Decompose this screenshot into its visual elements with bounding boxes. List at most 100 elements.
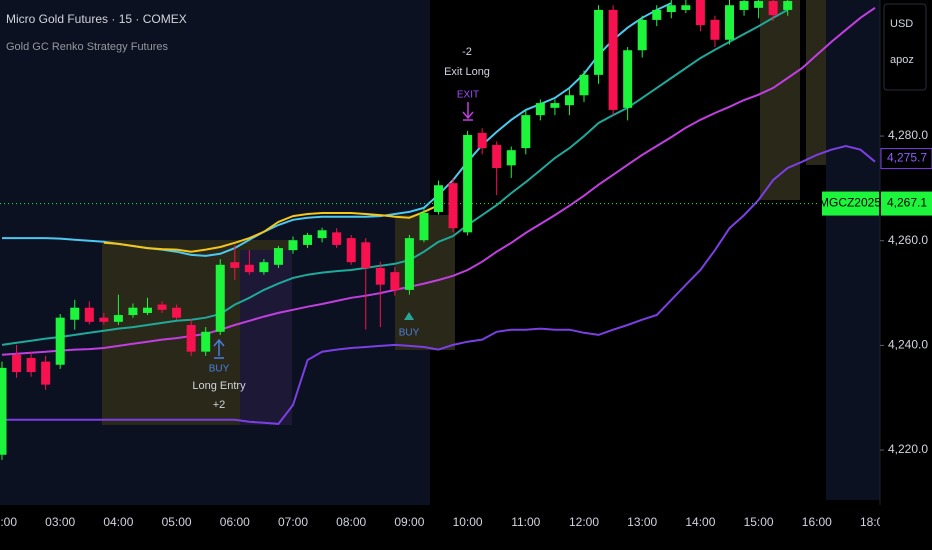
x-tick-label: 09:00 (394, 515, 424, 529)
price-scale-background (880, 0, 932, 550)
candle-body (157, 304, 167, 310)
price-scale: USD apoz (879, 0, 932, 550)
x-tick-label: 14:00 (685, 515, 715, 529)
candle-body (186, 324, 196, 352)
candle-body (506, 150, 516, 166)
buy-signal: BUY (209, 364, 230, 375)
x-tick-label: 02:00 (0, 515, 17, 529)
last-price-tag (881, 191, 932, 216)
trend-zone (760, 0, 800, 200)
x-tick-label: 16:00 (802, 515, 832, 529)
x-tick-label: 15:00 (744, 515, 774, 529)
x-tick-label: 08:00 (336, 515, 366, 529)
candle-body (332, 232, 342, 245)
candle-body (768, 1, 778, 16)
x-tick-label: 07:00 (278, 515, 308, 529)
x-tick-label: 11:00 (511, 515, 540, 529)
candle-body (477, 132, 487, 149)
candle-body (404, 238, 414, 290)
band-price-label: 4,275.7 (887, 151, 927, 165)
candle-body (128, 307, 138, 316)
time-axis: 02:00 03:00 04:00 05:00 06:00 07:00 08:00 09:00… (0, 515, 890, 529)
candle-body (317, 230, 327, 239)
candle-body (361, 242, 371, 268)
candle-body (201, 331, 211, 352)
candle-body (550, 103, 560, 108)
candle-body (579, 74, 589, 96)
candle-body (273, 248, 283, 265)
candle-body (172, 307, 182, 318)
trade-qty: +2 (213, 399, 226, 411)
candle-body (0, 367, 7, 455)
trend-zone (806, 0, 826, 165)
candle-body (70, 307, 80, 320)
band-price-tag (880, 148, 932, 170)
candle-body (710, 19, 720, 40)
candle-body (143, 307, 152, 313)
candle-body (492, 144, 502, 168)
candle-body (695, 0, 705, 26)
candle-body (99, 317, 109, 322)
x-tick-label: 06:00 (220, 515, 250, 529)
candle-body (288, 240, 298, 251)
candle-body (521, 115, 531, 149)
candle-body (41, 361, 51, 385)
trend-zone (826, 0, 880, 500)
candle-body (666, 5, 676, 13)
candle-body (346, 238, 356, 263)
y-tick-label: 4,260.0 (888, 233, 928, 247)
chart-title: Micro Gold Futures · 15 · COMEX (6, 12, 187, 26)
last-price-label: 4,267.1 (887, 196, 927, 210)
candle-body (535, 103, 545, 116)
candle-body (419, 212, 429, 241)
symbol-label: MGCZ2025 (819, 196, 881, 210)
candle-body (303, 234, 313, 245)
candle-body (375, 267, 385, 285)
candle-body (12, 354, 22, 373)
indicator-line (1, 9, 789, 346)
plot-area (0, 0, 880, 460)
candle-body (652, 9, 662, 20)
candle-body (259, 262, 269, 273)
candle-body (448, 183, 458, 229)
candle-body (637, 19, 647, 51)
indicator-line (103, 204, 439, 253)
indicator-line (1, 6, 876, 356)
candle-body (463, 135, 473, 233)
x-tick-label: 03:00 (45, 515, 75, 529)
x-tick-label: 13:00 (627, 515, 657, 529)
candle-body (564, 95, 574, 106)
currency: USD (890, 18, 913, 30)
exit-signal: EXIT (457, 90, 479, 101)
buy-signal: BUY (399, 328, 420, 339)
trend-zone (240, 250, 292, 425)
candle-body (113, 315, 123, 322)
indicator-line (2, 144, 876, 425)
buy-triangle (404, 312, 414, 320)
candle-body (608, 9, 618, 110)
candle-body (215, 264, 225, 332)
chart-subtitle: Gold GC Renko Strategy Futures (6, 41, 169, 53)
y-tick-label: 4,220.0 (888, 442, 928, 456)
candle-body (55, 317, 65, 365)
annotations: -2 Exit Long EXIT BUY Long Entry +2 BUY (192, 46, 490, 411)
symbol-tag (822, 191, 879, 216)
x-tick-label: 12:00 (569, 515, 599, 529)
candle-body (244, 264, 254, 273)
trade-label: Long Entry (192, 380, 246, 392)
candle-body (725, 5, 734, 40)
y-tick-label: 4,240.0 (888, 338, 928, 352)
x-tick-label: 10:00 (453, 515, 483, 529)
candle-body (434, 185, 443, 212)
trade-qty: -2 (462, 46, 472, 58)
candle-body (26, 357, 36, 373)
currency-box[interactable] (883, 3, 927, 91)
candle-body (84, 307, 94, 322)
y-tick-label: 4,280.0 (888, 128, 928, 142)
candle-body (681, 5, 691, 10)
price-axis: 4,220.0 4,240.0 4,260.0 4,280.0 (880, 128, 928, 456)
candle-body (623, 50, 633, 108)
candle-body (739, 1, 749, 10)
